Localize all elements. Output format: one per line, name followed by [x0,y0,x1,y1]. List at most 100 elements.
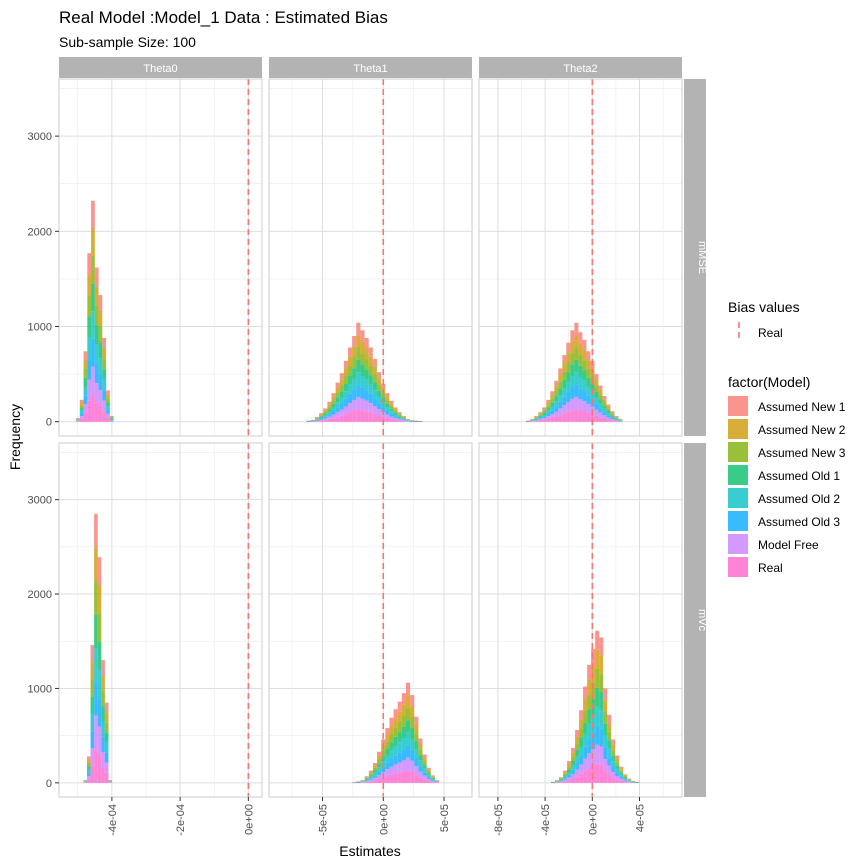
bar-segment-assumed-new-3 [90,679,95,697]
bar-segment-assumed-new-2 [372,765,378,768]
bar-segment-assumed-old-1 [372,382,377,391]
bar-segment-assumed-old-3 [574,384,579,397]
bar-segment-real [94,749,98,783]
bar-segment-assumed-old-3 [587,738,592,754]
bar-segment-assumed-new-2 [389,725,394,734]
bar-segment-real [566,411,571,422]
strip-label: Theta1 [353,63,387,75]
panel-border [268,78,473,437]
bar-segment-real [364,782,369,783]
bar-segment-assumed-new-1 [627,778,632,780]
bar-segment-assumed-new-2 [385,396,390,401]
bar-segment-assumed-old-2 [546,410,551,414]
bar-segment-assumed-old-2 [567,771,572,775]
bar-segment-assumed-old-3 [323,416,328,419]
bar-segment-real [534,421,539,422]
bar-segment-assumed-old-1 [393,736,398,747]
bar-segment-assumed-old-1 [546,408,551,411]
bar-segment-assumed-old-1 [562,380,567,389]
bar-segment-assumed-old-3 [571,769,576,775]
bar-segment-assumed-old-1 [356,359,361,373]
bar-segment-assumed-new-2 [109,416,114,418]
bar-segment-real [352,411,357,422]
bar-segment-assumed-old-2 [319,417,324,419]
bar-segment-assumed-old-2 [603,735,608,748]
bar-segment-model-free [615,775,620,780]
bar-segment-assumed-old-2 [563,776,568,779]
bar-segment-model-free [102,400,107,412]
bar-segment-assumed-new-1 [558,368,563,376]
bar-segment-model-free [368,779,373,782]
bar-segment-assumed-new-1 [567,761,572,764]
bar-segment-assumed-old-1 [611,755,616,762]
bar-segment-real [571,778,576,783]
bar-segment-assumed-old-2 [579,746,584,756]
bar-segment-assumed-new-1 [599,637,604,656]
bar-segment-assumed-old-1 [389,408,394,412]
bar-segment-assumed-old-1 [364,778,369,780]
bar-segment-real [602,418,607,422]
bar-segment-assumed-new-1 [623,774,628,776]
bar-segment-assumed-old-3 [389,758,394,767]
bar-segment-assumed-new-3 [323,411,328,414]
y-tick-label: 2000 [28,226,52,238]
bar-segment-assumed-new-3 [562,371,567,381]
histogram-mmse-theta0 [76,79,250,436]
bar-segment-assumed-old-1 [335,397,340,403]
strip-label: Theta0 [143,63,177,75]
bar-segment-assumed-new-2 [368,356,373,367]
legend-bias-title: Bias values [728,299,800,315]
bar-segment-assumed-old-1 [314,418,320,420]
bar-segment-model-free [323,418,328,421]
x-tick-label: -2e-04 [175,804,187,836]
bar-segment-assumed-old-3 [385,411,390,415]
legend-swatch-assumed-new-1 [728,396,748,416]
bar-segment-assumed-new-2 [97,585,102,614]
x-axis-title: Estimates [339,843,400,859]
bar-segment-real [314,421,320,422]
bar-segment-assumed-new-1 [422,754,427,759]
bar-segment-assumed-new-1 [98,295,103,311]
bar-segment-assumed-new-2 [595,649,600,669]
bar-segment-assumed-new-2 [582,350,587,361]
bar-segment-assumed-new-1 [385,728,390,735]
bar-segment-assumed-old-3 [109,419,114,421]
legend-label-assumed-new-3: Assumed New 3 [758,446,846,460]
bar-segment-assumed-new-1 [559,777,564,778]
bar-segment-model-free [376,409,382,416]
bar-segment-model-free [594,409,599,416]
bar-segment-assumed-new-2 [331,396,336,401]
bar-segment-assumed-new-2 [575,736,580,744]
legend-label-assumed-old-1: Assumed Old 1 [758,469,840,483]
bar-segment-assumed-old-2 [558,395,563,402]
bar-segment-assumed-old-2 [599,710,604,729]
bar-segment-assumed-new-3 [603,712,608,724]
bar-segment-model-free [385,414,390,419]
bar-segment-model-free [571,774,576,779]
bar-segment-model-free [372,406,377,414]
bar-segment-assumed-new-1 [356,322,361,336]
bar-segment-assumed-new-3 [591,682,596,700]
bar-segment-real [410,771,415,783]
bar-segment-real [104,772,109,783]
bar-segment-assumed-old-2 [590,391,595,399]
bar-segment-assumed-old-2 [610,416,615,418]
bar-segment-assumed-new-3 [559,778,564,780]
bar-segment-real [418,777,423,783]
bar-segment-assumed-new-2 [619,768,624,771]
bar-segment-assumed-old-1 [598,399,603,404]
bar-segment-assumed-old-2 [397,416,402,419]
bar-segment-assumed-old-1 [554,396,559,402]
bar-segment-assumed-old-1 [343,383,349,392]
bar-segment-assumed-new-2 [397,711,402,722]
panel-border [268,442,473,798]
bar-segment-assumed-new-1 [575,729,580,737]
bar-segment-assumed-new-2 [106,394,110,399]
bar-segment-assumed-new-2 [554,385,559,392]
bar-segment-assumed-new-1 [364,337,369,349]
bar-segment-assumed-new-3 [583,710,588,723]
bar-segment-assumed-new-3 [397,721,402,733]
bar-segment-assumed-old-2 [385,407,390,412]
bar-segment-assumed-new-3 [104,722,109,733]
bar-segment-assumed-old-2 [360,376,365,388]
